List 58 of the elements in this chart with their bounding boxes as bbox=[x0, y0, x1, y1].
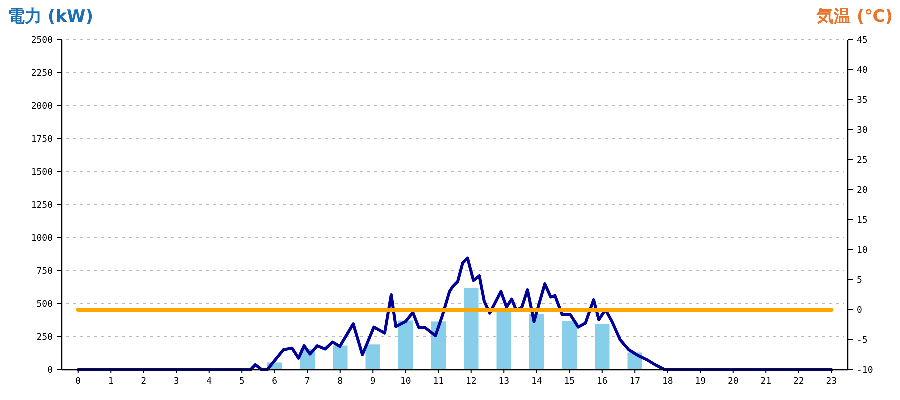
y-tick-label: 2250 bbox=[31, 69, 53, 79]
x-tick-label: 7 bbox=[304, 377, 310, 387]
bar bbox=[398, 320, 414, 370]
x-tick-label: 23 bbox=[826, 377, 838, 387]
y2-tick-label: 0 bbox=[857, 306, 862, 316]
x-tick-label: 11 bbox=[433, 377, 444, 387]
x-tick-label: 13 bbox=[498, 377, 510, 387]
bar bbox=[530, 314, 544, 370]
y-tick-label: 1500 bbox=[31, 168, 53, 178]
line-series bbox=[76, 256, 834, 372]
bar bbox=[496, 312, 512, 370]
x-tick-label: 3 bbox=[174, 377, 180, 387]
y2-axis-title: 気温 (℃) bbox=[816, 7, 893, 27]
x-tick-label: 20 bbox=[728, 377, 739, 387]
y2-tick-label: -10 bbox=[857, 366, 874, 376]
y-tick-label: 2500 bbox=[31, 36, 53, 46]
y-axis-title: 電力 (kW) bbox=[8, 7, 94, 27]
x-tick-label: 10 bbox=[400, 377, 412, 387]
y2-tick-label: 5 bbox=[857, 276, 862, 286]
y-tick-label: 1250 bbox=[31, 201, 53, 211]
bar bbox=[562, 321, 577, 370]
x-tick-label: 8 bbox=[338, 377, 344, 387]
bar bbox=[464, 288, 479, 370]
y2-tick-label: 20 bbox=[857, 186, 868, 196]
x-tick-label: 1 bbox=[108, 377, 114, 387]
x-tick-label: 16 bbox=[596, 377, 608, 387]
y2-tick-label: -5 bbox=[857, 336, 868, 346]
x-tick-label: 2 bbox=[141, 377, 147, 387]
y-tick-label: 750 bbox=[36, 267, 53, 277]
y2-tick-label: 25 bbox=[857, 156, 868, 166]
x-tick-label: 22 bbox=[793, 377, 804, 387]
x-tick-label: 9 bbox=[370, 377, 376, 387]
y2-tick-label: 40 bbox=[857, 66, 868, 76]
y-tick-label: 250 bbox=[36, 333, 53, 343]
x-tick-label: 18 bbox=[662, 377, 674, 387]
x-tick-label: 12 bbox=[466, 377, 477, 387]
bar bbox=[366, 344, 380, 370]
y2-tick-label: 35 bbox=[857, 96, 868, 106]
x-tick-label: 0 bbox=[76, 377, 82, 387]
y2-tick-label: 10 bbox=[857, 246, 868, 256]
x-tick-label: 4 bbox=[206, 377, 212, 387]
y-tick-label: 0 bbox=[48, 366, 53, 376]
x-tick-label: 5 bbox=[239, 377, 245, 387]
y2-tick-label: 15 bbox=[857, 216, 868, 226]
x-tick-label: 17 bbox=[630, 377, 641, 387]
y-tick-label: 1000 bbox=[31, 234, 53, 244]
y2-tick-label: 30 bbox=[857, 126, 868, 136]
y2-tick-label: 45 bbox=[857, 36, 868, 46]
y-tick-label: 2000 bbox=[31, 102, 53, 112]
y-tick-label: 500 bbox=[36, 300, 53, 310]
bar bbox=[333, 346, 348, 370]
x-tick-label: 21 bbox=[760, 377, 772, 387]
x-tick-label: 6 bbox=[272, 377, 278, 387]
bar bbox=[595, 324, 610, 370]
x-tick-label: 14 bbox=[531, 377, 542, 387]
x-tick-label: 15 bbox=[564, 377, 576, 387]
y-tick-label: 1750 bbox=[31, 135, 53, 145]
x-tick-label: 19 bbox=[695, 377, 706, 387]
